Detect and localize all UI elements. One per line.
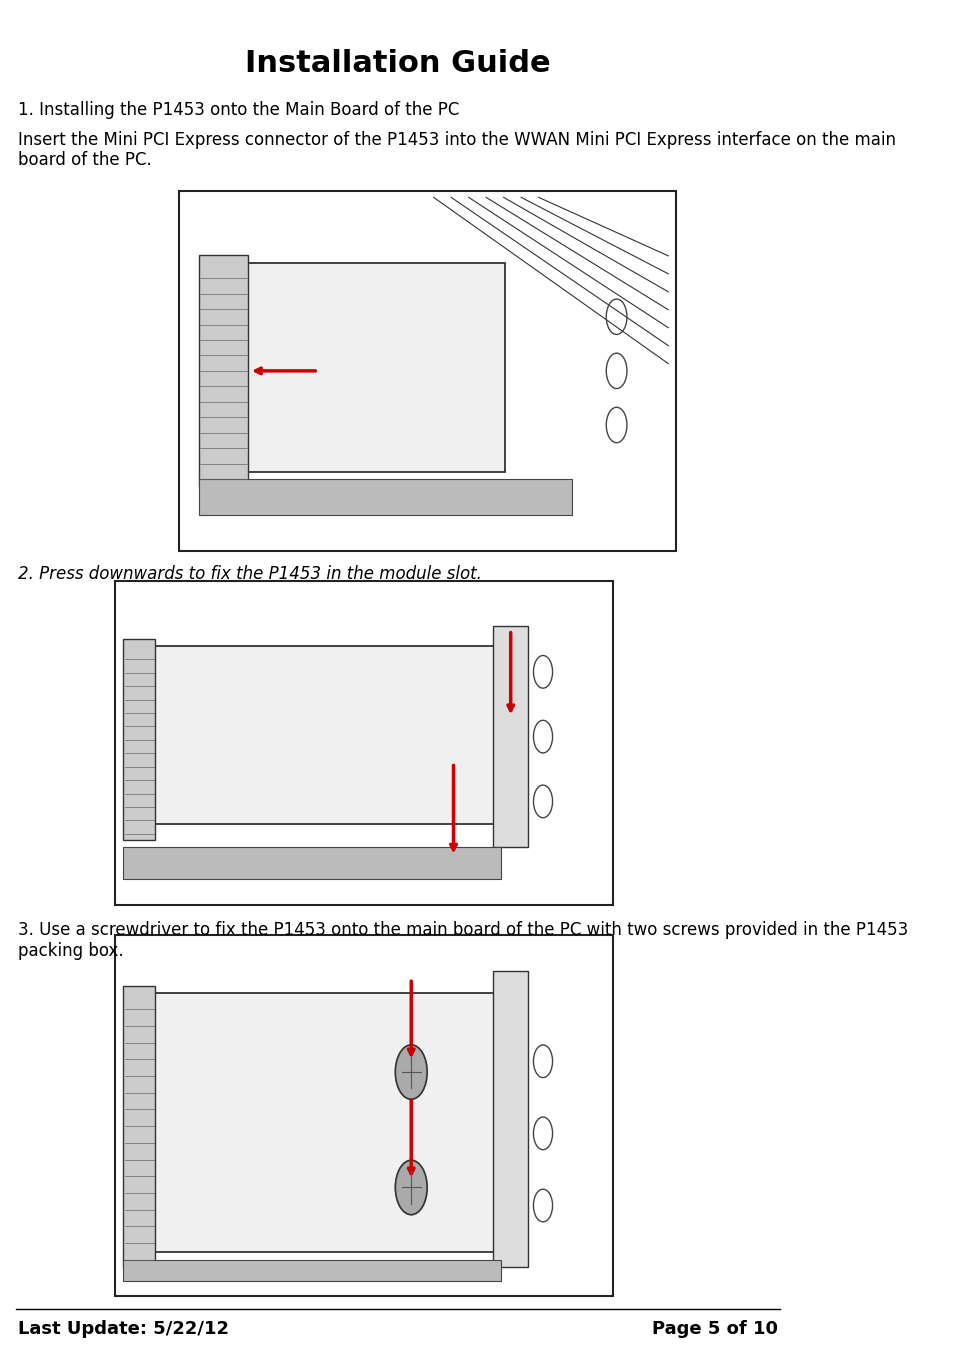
Bar: [124, 1260, 502, 1281]
Text: 3. Use a screwdriver to fix the P1453 onto the main board of the PC with two scr: 3. Use a screwdriver to fix the P1453 on…: [17, 921, 908, 961]
Circle shape: [395, 1160, 427, 1214]
Text: 1. Installing the P1453 onto the Main Board of the PC: 1. Installing the P1453 onto the Main Bo…: [17, 101, 458, 118]
Bar: [124, 640, 155, 840]
Text: Insert the Mini PCI Express connector of the P1453 into the WWAN Mini PCI Expres: Insert the Mini PCI Express connector of…: [17, 131, 896, 170]
Circle shape: [395, 1045, 427, 1100]
Bar: [179, 191, 676, 551]
Bar: [124, 847, 502, 879]
Bar: [115, 581, 613, 905]
Text: Last Update: 5/22/12: Last Update: 5/22/12: [17, 1320, 228, 1338]
Bar: [152, 646, 500, 825]
Bar: [199, 256, 248, 486]
Text: 2. Press downwards to fix the P1453 in the module slot.: 2. Press downwards to fix the P1453 in t…: [17, 565, 481, 583]
Bar: [199, 479, 572, 516]
Text: Page 5 of 10: Page 5 of 10: [652, 1320, 778, 1338]
Text: Installation Guide: Installation Guide: [245, 49, 550, 78]
Bar: [493, 626, 528, 847]
Bar: [152, 992, 500, 1252]
Bar: [246, 263, 505, 472]
Bar: [124, 985, 155, 1267]
Bar: [493, 972, 528, 1267]
Bar: [115, 935, 613, 1296]
